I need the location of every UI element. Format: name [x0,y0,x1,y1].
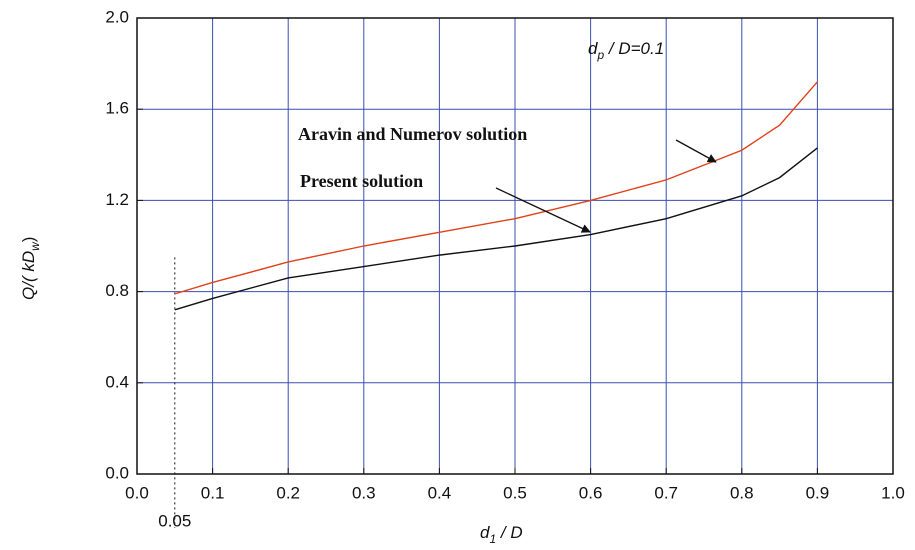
y-tick-label: 2.0 [105,7,129,26]
x-tick-label: 0.8 [730,483,754,502]
series-line [175,148,818,310]
chart: Aravin and Numerov solution Present solu… [0,0,915,550]
x-tick-label: 1.0 [881,483,905,502]
grid [137,18,893,528]
x-axis-label-end: / D [496,523,522,542]
x-tick-label: 0.9 [806,483,830,502]
x-tick-label: 0.1 [201,483,225,502]
y-axis-label-main: Q/( kD [19,251,38,300]
legend-label: Aravin and Numerov solution [298,124,527,144]
legend-label: Present solution [300,171,423,191]
annotation-arrow [676,140,716,162]
reference-label: 0.05 [158,511,191,530]
y-tick-label: 0.8 [105,281,129,300]
plot-area [175,82,818,310]
y-axis-label: Q/( kDw) [19,237,42,300]
y-tick-label: 1.6 [105,99,129,118]
x-tick-label: 0.6 [579,483,603,502]
x-tick-label: 0.5 [503,483,527,502]
x-tick-label: 0.7 [654,483,678,502]
annotation-arrow [496,188,590,232]
x-tick-label: 0.4 [428,483,452,502]
y-axis-label-end: ) [19,237,38,243]
x-tick-label: 0.0 [125,483,149,502]
x-axis-label: d1 / D [480,523,523,546]
parameter-label-end: / D=0.1 [604,39,664,58]
x-axis-label-sub: 1 [489,532,496,546]
y-tick-label: 0.4 [105,372,129,391]
y-tick-label: 1.2 [105,190,129,209]
y-tick-label: 0.0 [105,463,129,482]
x-tick-label: 0.3 [352,483,376,502]
x-tick-label: 0.2 [276,483,300,502]
parameter-label: dp / D=0.1 [588,39,664,62]
